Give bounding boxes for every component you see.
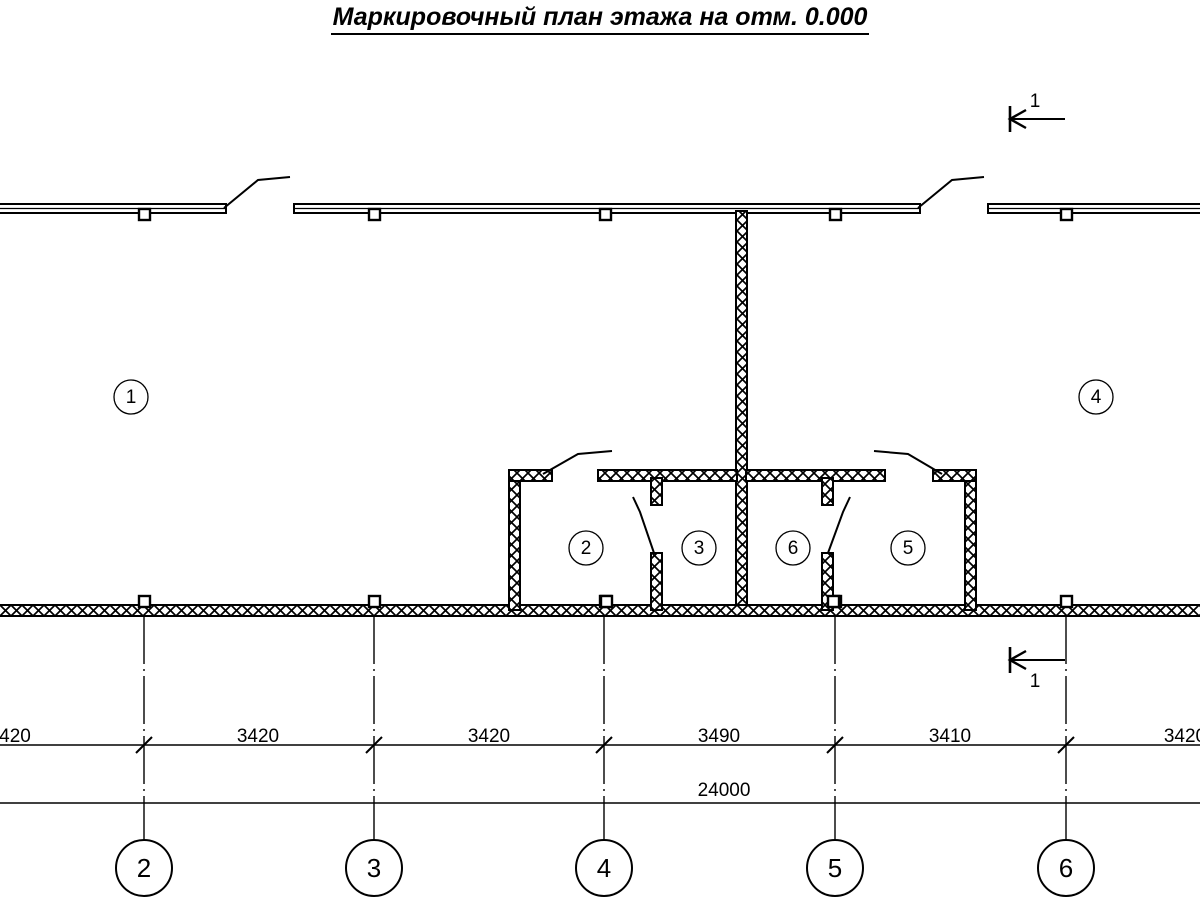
dimension-segment-6: 3420 (1163, 726, 1200, 747)
grid-bubble-circles (115, 839, 1095, 897)
room-marker-2: 2 (580, 538, 592, 559)
dimension-segment-2: 3420 (236, 726, 280, 747)
room-marker-4: 4 (1090, 387, 1102, 408)
leader-line-slab-left (223, 176, 291, 209)
dimension-segment-4: 3490 (697, 726, 741, 747)
column-marks-top (137, 207, 1074, 222)
room-marker-circles (113, 379, 1114, 566)
wall-block-left-top-stub (508, 469, 553, 482)
column-mark-block-left (599, 594, 614, 609)
wall-partition-left (650, 552, 663, 611)
room-marker-3: 3 (693, 538, 705, 559)
grid-bubble-5[interactable]: 5 (827, 853, 843, 883)
section-mark-top-graphic[interactable] (1007, 106, 1065, 132)
slab-band-right (987, 203, 1200, 214)
page-title-text: Маркировочный план этажа на отм. 0.000 (330, 3, 870, 35)
wall-block-top-left (597, 469, 738, 482)
dimension-total: 24000 (697, 780, 751, 801)
section-mark-bottom-graphic[interactable] (1007, 647, 1065, 673)
grid-bubble-3[interactable]: 3 (366, 853, 382, 883)
wall-block-left (508, 469, 521, 611)
room-marker-5: 5 (902, 538, 914, 559)
wall-stub-top-left (650, 477, 663, 506)
wall-stub-top-right (821, 477, 834, 506)
wall-central-spine (735, 210, 748, 617)
dimension-segment-1: 420 (0, 726, 31, 747)
dimension-line-chain (0, 736, 1200, 754)
leader-line-slab-center (917, 176, 985, 209)
slab-band-left (0, 203, 227, 214)
wall-partition-right (821, 552, 834, 611)
grid-bubble-4[interactable]: 4 (596, 853, 612, 883)
wall-block-right (964, 469, 977, 611)
room-marker-6: 6 (787, 538, 799, 559)
room-marker-1: 1 (125, 387, 137, 408)
leader-line-partition-right (827, 496, 851, 554)
leader-line-block-left (542, 450, 613, 475)
grid-bubble-6[interactable]: 6 (1058, 853, 1074, 883)
leader-line-block-right (873, 450, 943, 475)
dimension-segment-5: 3410 (928, 726, 972, 747)
section-mark-top-label: 1 (1029, 91, 1041, 112)
wall-block-right-top-stub (932, 469, 977, 482)
page-title: Маркировочный план этажа на отм. 0.000 (0, 2, 1200, 35)
wall-block-top-right (745, 469, 886, 482)
leader-line-partition-left (632, 496, 655, 554)
dimension-segment-3: 3420 (467, 726, 511, 747)
section-mark-bottom-label: 1 (1029, 671, 1041, 692)
grid-bubble-2[interactable]: 2 (136, 853, 152, 883)
column-mark-block-right (826, 594, 841, 609)
